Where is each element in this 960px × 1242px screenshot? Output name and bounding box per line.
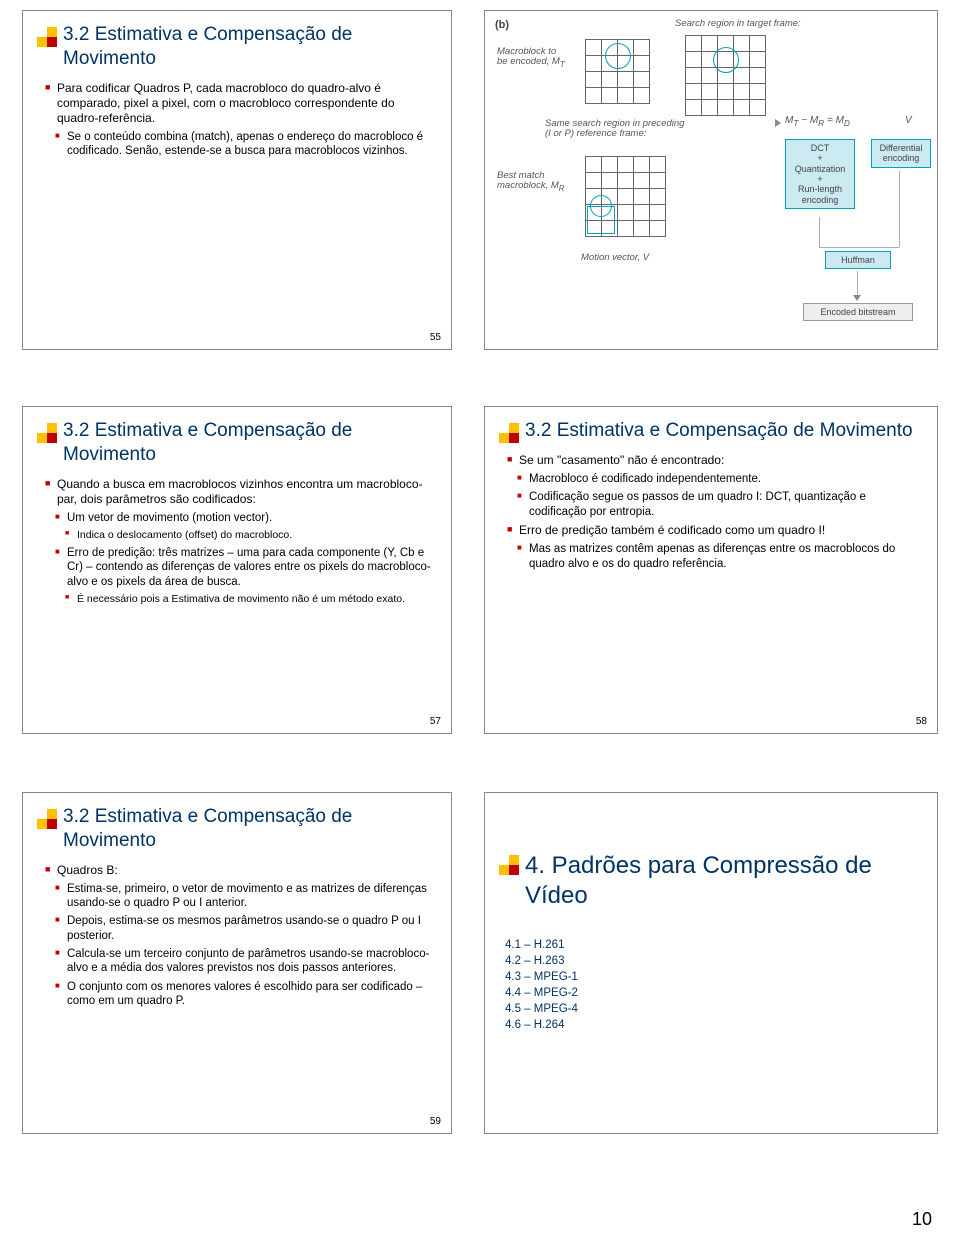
- label-text: macroblock, MR: [497, 181, 577, 194]
- connector-line: [899, 171, 900, 247]
- bullet: O conjunto com os menores valores é esco…: [45, 980, 437, 1009]
- slide-title: 3.2 Estimativa e Compensação de Moviment…: [63, 419, 437, 467]
- slide-title-block: 3.2 Estimativa e Compensação de Moviment…: [37, 419, 437, 467]
- box-line: +: [790, 153, 850, 163]
- box-line: Run-length: [790, 184, 850, 194]
- equation: MT − MR = MD: [785, 115, 850, 128]
- slide-title-block: 3.2 Estimativa e Compensação de Moviment…: [37, 23, 437, 71]
- slide-59: 3.2 Estimativa e Compensação de Moviment…: [22, 792, 452, 1134]
- circle-icon: [590, 195, 612, 217]
- bullet: Se um "casamento" não é encontrado:: [507, 453, 923, 468]
- bullet: Erro de predição: três matrizes – uma pa…: [45, 546, 437, 589]
- list-item: 4.3 – MPEG-1: [499, 969, 923, 985]
- connector-line: [819, 247, 899, 248]
- list-item: 4.1 – H.261: [499, 937, 923, 953]
- label-mt: Macroblock to be encoded, MT: [497, 47, 577, 70]
- slide-title-block: 3.2 Estimativa e Compensação de Moviment…: [37, 805, 437, 853]
- v-label: V: [905, 115, 912, 126]
- label-best: Best match macroblock, MR: [497, 171, 577, 194]
- slide-title: 3.2 Estimativa e Compensação de Moviment…: [63, 805, 437, 853]
- diff-box: Differential encoding: [871, 139, 931, 168]
- slide-number: 59: [430, 1116, 441, 1127]
- label-search-region: Search region in target frame:: [675, 19, 801, 29]
- box-line: encoding: [790, 195, 850, 205]
- slide-number: 57: [430, 716, 441, 727]
- bullet: Mas as matrizes contêm apenas as diferen…: [507, 542, 923, 571]
- title-decoration: [37, 27, 57, 47]
- dct-box: DCT + Quantization + Run-length encoding: [785, 139, 855, 209]
- grid-target: [585, 39, 650, 104]
- square-icon: [587, 206, 615, 234]
- diagram-label-b: (b): [495, 19, 509, 31]
- grid-reference: [585, 156, 666, 237]
- list-item: 4.2 – H.263: [499, 953, 923, 969]
- label-motion-vector: Motion vector, V: [581, 253, 649, 263]
- slide-body: Quando a busca em macroblocos vizinhos e…: [37, 477, 437, 607]
- slide-number: 58: [916, 716, 927, 727]
- output-box: Encoded bitstream: [803, 303, 913, 321]
- title-decoration: [499, 423, 519, 443]
- arrow-right-icon: [775, 119, 783, 127]
- box-line: Quantization: [790, 164, 850, 174]
- box-line: DCT: [790, 143, 850, 153]
- label-text: (I or P) reference frame:: [545, 129, 705, 139]
- bullet: Estima-se, primeiro, o vetor de moviment…: [45, 882, 437, 911]
- slide-number: 55: [430, 332, 441, 343]
- slide-58: 3.2 Estimativa e Compensação de Moviment…: [484, 406, 938, 734]
- huffman-box: Huffman: [825, 251, 891, 269]
- bullet: Calcula-se um terceiro conjunto de parâm…: [45, 947, 437, 976]
- slide-title: 3.2 Estimativa e Compensação de Moviment…: [63, 23, 437, 71]
- grid-search: [685, 35, 766, 116]
- connector-line: [857, 271, 858, 297]
- bullet: Quando a busca em macroblocos vizinhos e…: [45, 477, 437, 507]
- title-decoration: [499, 855, 519, 875]
- connector-line: [819, 217, 820, 247]
- bullet: Macrobloco é codificado independentement…: [507, 472, 923, 486]
- slide-title: 4. Padrões para Compressão de Vídeo: [525, 851, 923, 911]
- bullet: Para codificar Quadros P, cada macrobloc…: [45, 81, 437, 126]
- bullet: Erro de predição também é codificado com…: [507, 523, 923, 538]
- list-item: 4.4 – MPEG-2: [499, 985, 923, 1001]
- label-same: Same search region in preceding (I or P)…: [545, 119, 705, 140]
- bullet: Indica o deslocamento (offset) do macrob…: [45, 529, 437, 542]
- list-item: 4.5 – MPEG-4: [499, 1001, 923, 1017]
- bullet: Se o conteúdo combina (match), apenas o …: [45, 130, 437, 159]
- page-number: 10: [912, 1209, 932, 1230]
- bullet: É necessário pois a Estimativa de movime…: [45, 593, 437, 606]
- list-item: 4.6 – H.264: [499, 1017, 923, 1033]
- slide-title: 3.2 Estimativa e Compensação de Moviment…: [525, 419, 913, 443]
- box-line: encoding: [876, 153, 926, 163]
- slide-section-4: 4. Padrões para Compressão de Vídeo 4.1 …: [484, 792, 938, 1134]
- box-line: Differential: [876, 143, 926, 153]
- slide-title-block: 3.2 Estimativa e Compensação de Moviment…: [499, 419, 923, 443]
- title-decoration: [37, 423, 57, 443]
- arrow-down-icon: [853, 295, 861, 301]
- slide-diagram: (b) Macroblock to be encoded, MT Search …: [484, 10, 938, 350]
- bullet: Depois, estima-se os mesmos parâmetros u…: [45, 914, 437, 943]
- slide-title-block: 4. Padrões para Compressão de Vídeo: [499, 851, 923, 911]
- label-text: be encoded, MT: [497, 57, 577, 70]
- bullet: Quadros B:: [45, 863, 437, 878]
- slide-55: 3.2 Estimativa e Compensação de Moviment…: [22, 10, 452, 350]
- slide-body: Quadros B: Estima-se, primeiro, o vetor …: [37, 863, 437, 1009]
- circle-icon: [605, 43, 631, 69]
- circle-icon: [713, 47, 739, 73]
- bullet: Um vetor de movimento (motion vector).: [45, 511, 437, 525]
- slide-57: 3.2 Estimativa e Compensação de Moviment…: [22, 406, 452, 734]
- slide-body: Se um "casamento" não é encontrado: Macr…: [499, 453, 923, 571]
- bullet: Codificação segue os passos de um quadro…: [507, 490, 923, 519]
- box-line: +: [790, 174, 850, 184]
- title-decoration: [37, 809, 57, 829]
- slide-body: Para codificar Quadros P, cada macrobloc…: [37, 81, 437, 159]
